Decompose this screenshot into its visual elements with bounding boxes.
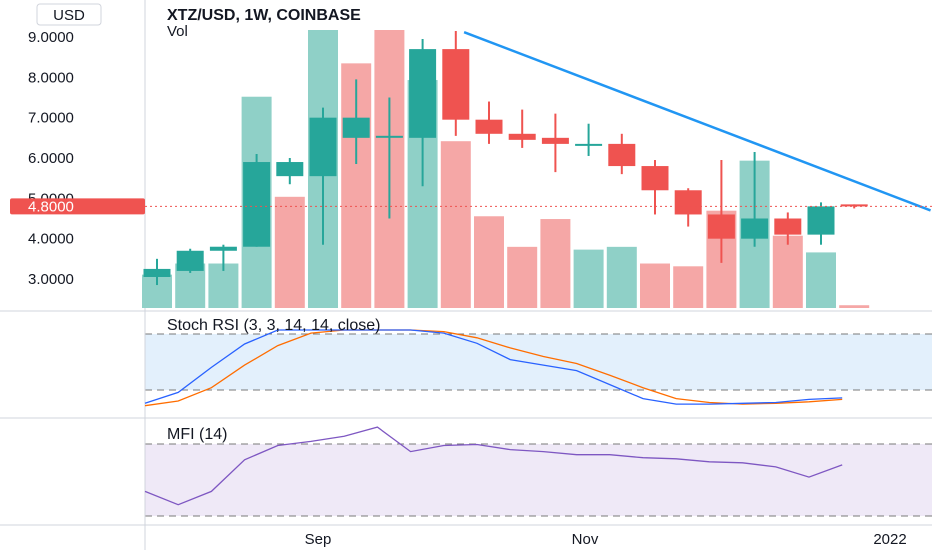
chart-header: USD XTZ/USD, 1W, COINBASE Vol xyxy=(36,3,361,40)
mfi-band xyxy=(145,444,932,516)
volume-bar xyxy=(474,216,504,308)
candle-body xyxy=(641,166,669,191)
candle-body xyxy=(707,214,735,239)
price-tick-label: 7.0000 xyxy=(28,110,74,127)
candle[interactable] xyxy=(409,39,437,187)
volume-bar xyxy=(772,235,803,308)
stoch-rsi-band xyxy=(145,334,932,390)
candle[interactable] xyxy=(541,113,569,173)
candle[interactable] xyxy=(475,101,503,144)
candle-body xyxy=(575,143,603,146)
mfi-title: MFI (14) xyxy=(167,426,227,443)
current-price-tag: 4.8000 xyxy=(10,198,145,215)
candle[interactable] xyxy=(674,188,702,227)
candle[interactable] xyxy=(774,212,802,245)
candle-body xyxy=(375,135,403,138)
candle-body xyxy=(276,162,304,177)
candle[interactable] xyxy=(176,248,204,273)
volume-bar xyxy=(673,266,704,308)
candle[interactable] xyxy=(608,133,636,175)
price-tick-label: 8.0000 xyxy=(28,69,74,86)
time-label-nov: Nov xyxy=(572,531,599,548)
trendline[interactable] xyxy=(463,30,932,212)
candle[interactable] xyxy=(143,258,171,286)
mfi-line xyxy=(144,426,843,506)
candle[interactable] xyxy=(741,151,769,247)
price-tick-label: 9.0000 xyxy=(28,29,74,46)
currency-badge[interactable]: USD xyxy=(53,7,85,24)
candle[interactable] xyxy=(840,204,868,209)
indicator-bands xyxy=(145,333,932,517)
stoch-rsi-title: Stoch RSI (3, 3, 14, 14, close) xyxy=(167,317,380,334)
time-label-2022: 2022 xyxy=(873,531,906,548)
volume-bar xyxy=(540,219,571,308)
candle-body xyxy=(508,133,536,140)
candlesticks xyxy=(143,30,868,286)
time-label-sep: Sep xyxy=(305,531,332,548)
candle[interactable] xyxy=(442,30,470,136)
candle[interactable] xyxy=(508,109,536,148)
candle-body xyxy=(807,206,835,235)
candle-body xyxy=(475,119,503,134)
candle[interactable] xyxy=(807,202,835,245)
price-tick-label: 6.0000 xyxy=(28,150,74,167)
candle-body xyxy=(176,250,204,271)
currency-badge-box[interactable] xyxy=(36,3,102,26)
candle-body xyxy=(674,190,702,215)
volume-bar xyxy=(806,252,836,308)
volume-label: Vol xyxy=(167,23,188,40)
volume-bar xyxy=(606,246,637,308)
candle[interactable] xyxy=(575,123,603,156)
volume-bar xyxy=(573,249,604,308)
candle[interactable] xyxy=(243,153,271,247)
chart-title: XTZ/USD, 1W, COINBASE xyxy=(167,7,361,24)
volume-bar xyxy=(274,196,305,308)
stoch-rsi-k-line xyxy=(144,329,843,405)
candle-body xyxy=(209,246,237,251)
candle-body xyxy=(840,204,868,207)
volume-bar xyxy=(440,141,471,308)
candle[interactable] xyxy=(641,160,669,215)
candle-body xyxy=(541,137,569,144)
candle[interactable] xyxy=(342,79,370,165)
candle-body xyxy=(774,218,802,235)
price-tick-label: 4.0000 xyxy=(28,231,74,248)
candle-body xyxy=(741,218,769,239)
candle-body xyxy=(143,268,171,277)
volume-bar xyxy=(839,305,870,308)
candle[interactable] xyxy=(209,244,237,271)
candle-body xyxy=(442,49,470,120)
candle-body xyxy=(309,117,337,177)
candle[interactable] xyxy=(707,160,735,263)
current-price-tag-background xyxy=(10,198,145,215)
candle-body xyxy=(243,162,271,247)
candle[interactable] xyxy=(276,158,304,185)
candle-body xyxy=(608,143,636,167)
candle-body xyxy=(409,49,437,138)
candle[interactable] xyxy=(309,107,337,245)
price-tick-label: 3.0000 xyxy=(28,271,74,288)
candle-body xyxy=(342,117,370,138)
current-price-label: 4.8000 xyxy=(28,198,74,215)
price-axis[interactable]: 9.00008.00007.00006.00005.00004.00003.00… xyxy=(28,29,74,288)
volume-bar xyxy=(640,263,670,308)
volume-bar xyxy=(507,246,538,308)
candle[interactable] xyxy=(375,97,403,219)
